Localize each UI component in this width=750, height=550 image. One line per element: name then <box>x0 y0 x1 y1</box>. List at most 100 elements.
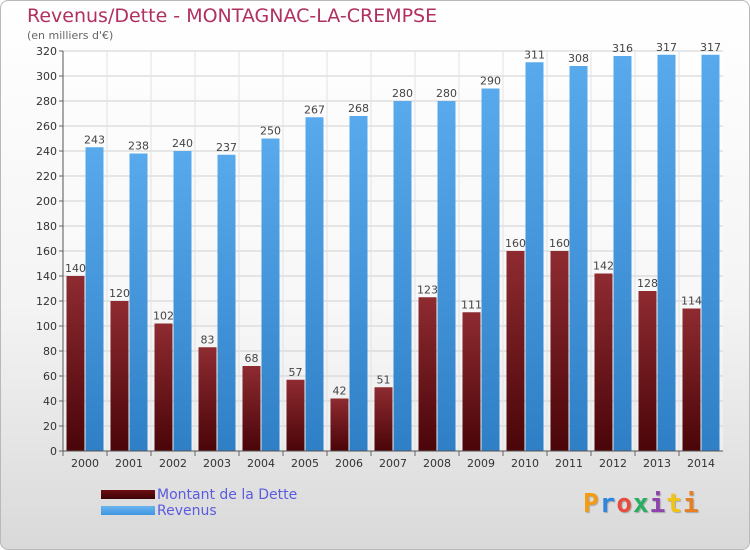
legend-swatch-revenus <box>101 506 155 515</box>
y-tick-label: 160 <box>36 245 57 258</box>
bar-revenus-2005 <box>305 117 324 451</box>
value-label-revenus: 238 <box>128 140 149 153</box>
bar-dette-2007 <box>374 387 393 451</box>
y-tick-label: 260 <box>36 120 57 133</box>
chart-subtitle: (en milliers d'€) <box>27 29 114 42</box>
bar-dette-2002 <box>154 323 173 451</box>
value-label-dette: 102 <box>153 310 174 323</box>
value-label-revenus: 250 <box>260 125 281 138</box>
value-label-revenus: 243 <box>84 133 105 146</box>
logo-letter: r <box>599 489 617 519</box>
axes <box>59 50 723 456</box>
bar-dette-2003 <box>198 347 217 451</box>
bar-revenus-2009 <box>481 88 500 451</box>
bar-dette-2009 <box>462 312 481 451</box>
bar-revenus-2001 <box>129 153 148 451</box>
y-tick-label: 320 <box>36 45 57 58</box>
value-label-revenus: 268 <box>348 102 369 115</box>
y-tick-label: 180 <box>36 220 57 233</box>
value-label-dette: 57 <box>289 366 303 379</box>
x-tick-label: 2009 <box>467 457 495 470</box>
y-tick-label: 280 <box>36 95 57 108</box>
bar-revenus-2014 <box>701 54 720 451</box>
y-tick-label: 300 <box>36 70 57 83</box>
bar-revenus-2010 <box>525 62 544 451</box>
logo-letter: o <box>616 489 633 519</box>
bar-revenus-2011 <box>569 66 588 451</box>
bar-revenus-2008 <box>437 101 456 451</box>
logo-letter: i <box>649 489 667 519</box>
bar-revenus-2012 <box>613 56 632 451</box>
value-label-revenus: 237 <box>216 141 237 154</box>
value-label-revenus: 308 <box>568 52 589 65</box>
bar-revenus-2000 <box>85 147 104 451</box>
bar-dette-2010 <box>506 251 525 451</box>
value-label-revenus: 267 <box>304 103 325 116</box>
x-tick-label: 2008 <box>423 457 451 470</box>
y-tick-label: 140 <box>36 270 57 283</box>
value-label-dette: 140 <box>65 262 86 275</box>
bar-dette-2014 <box>682 308 701 451</box>
y-tick-label: 60 <box>43 370 57 383</box>
grid-lines <box>63 50 723 452</box>
value-label-dette: 114 <box>681 295 702 308</box>
bar-dette-2006 <box>330 398 349 451</box>
x-tick-label: 2013 <box>643 457 671 470</box>
bar-revenus-2013 <box>657 54 676 451</box>
bar-revenus-2004 <box>261 138 280 451</box>
y-tick-label: 220 <box>36 170 57 183</box>
y-tick-label: 120 <box>36 295 57 308</box>
x-tick-label: 2014 <box>687 457 715 470</box>
value-label-dette: 142 <box>593 260 614 273</box>
proxiti-logo: Proxiti <box>583 489 700 519</box>
bars <box>66 54 720 451</box>
value-label-revenus: 316 <box>612 42 633 55</box>
bar-dette-2012 <box>594 273 613 451</box>
bar-revenus-2003 <box>217 154 236 451</box>
x-tick-label: 2000 <box>71 457 99 470</box>
value-label-revenus: 240 <box>172 137 193 150</box>
chart-title: Revenus/Dette - MONTAGNAC-LA-CREMPSE <box>27 5 438 27</box>
value-label-dette: 120 <box>109 287 130 300</box>
legend-label-dette: Montant de la Dette <box>157 487 298 503</box>
value-label-revenus: 317 <box>656 41 677 54</box>
y-tick-label: 20 <box>43 420 57 433</box>
x-tick-label: 2011 <box>555 457 583 470</box>
value-label-revenus: 280 <box>392 87 413 100</box>
bar-dette-2000 <box>66 276 85 451</box>
value-label-revenus: 317 <box>700 41 721 54</box>
x-tick-label: 2006 <box>335 457 363 470</box>
value-label-dette: 83 <box>201 333 215 346</box>
logo-letter: x <box>632 489 650 519</box>
bar-dette-2001 <box>110 301 129 451</box>
value-label-dette: 68 <box>245 352 259 365</box>
value-label-dette: 111 <box>461 298 482 311</box>
y-tick-label: 0 <box>50 445 57 458</box>
y-tick-label: 100 <box>36 320 57 333</box>
logo-letter: t <box>666 489 683 519</box>
x-tick-label: 2005 <box>291 457 319 470</box>
x-tick-label: 2002 <box>159 457 187 470</box>
value-label-dette: 160 <box>505 237 526 250</box>
x-tick-label: 2007 <box>379 457 407 470</box>
labels: 0 20 40 60 80 100 120 140 160 180 200 220 240 260 280 3… <box>36 41 721 470</box>
legend-label-revenus: Revenus <box>157 503 217 519</box>
legend-swatch-dette <box>101 490 155 499</box>
value-label-dette: 160 <box>549 237 570 250</box>
y-tick-label: 200 <box>36 195 57 208</box>
value-label-revenus: 311 <box>524 48 545 61</box>
x-tick-label: 2004 <box>247 457 275 470</box>
value-label-dette: 51 <box>377 373 391 386</box>
bar-revenus-2007 <box>393 101 412 451</box>
x-tick-label: 2003 <box>203 457 231 470</box>
value-label-dette: 123 <box>417 283 438 296</box>
bar-revenus-2002 <box>173 151 192 451</box>
x-tick-label: 2010 <box>511 457 539 470</box>
value-label-dette: 128 <box>637 277 658 290</box>
bar-dette-2011 <box>550 251 569 451</box>
y-tick-label: 80 <box>43 345 57 358</box>
x-tick-label: 2001 <box>115 457 143 470</box>
bar-dette-2008 <box>418 297 437 451</box>
value-label-revenus: 280 <box>436 87 457 100</box>
